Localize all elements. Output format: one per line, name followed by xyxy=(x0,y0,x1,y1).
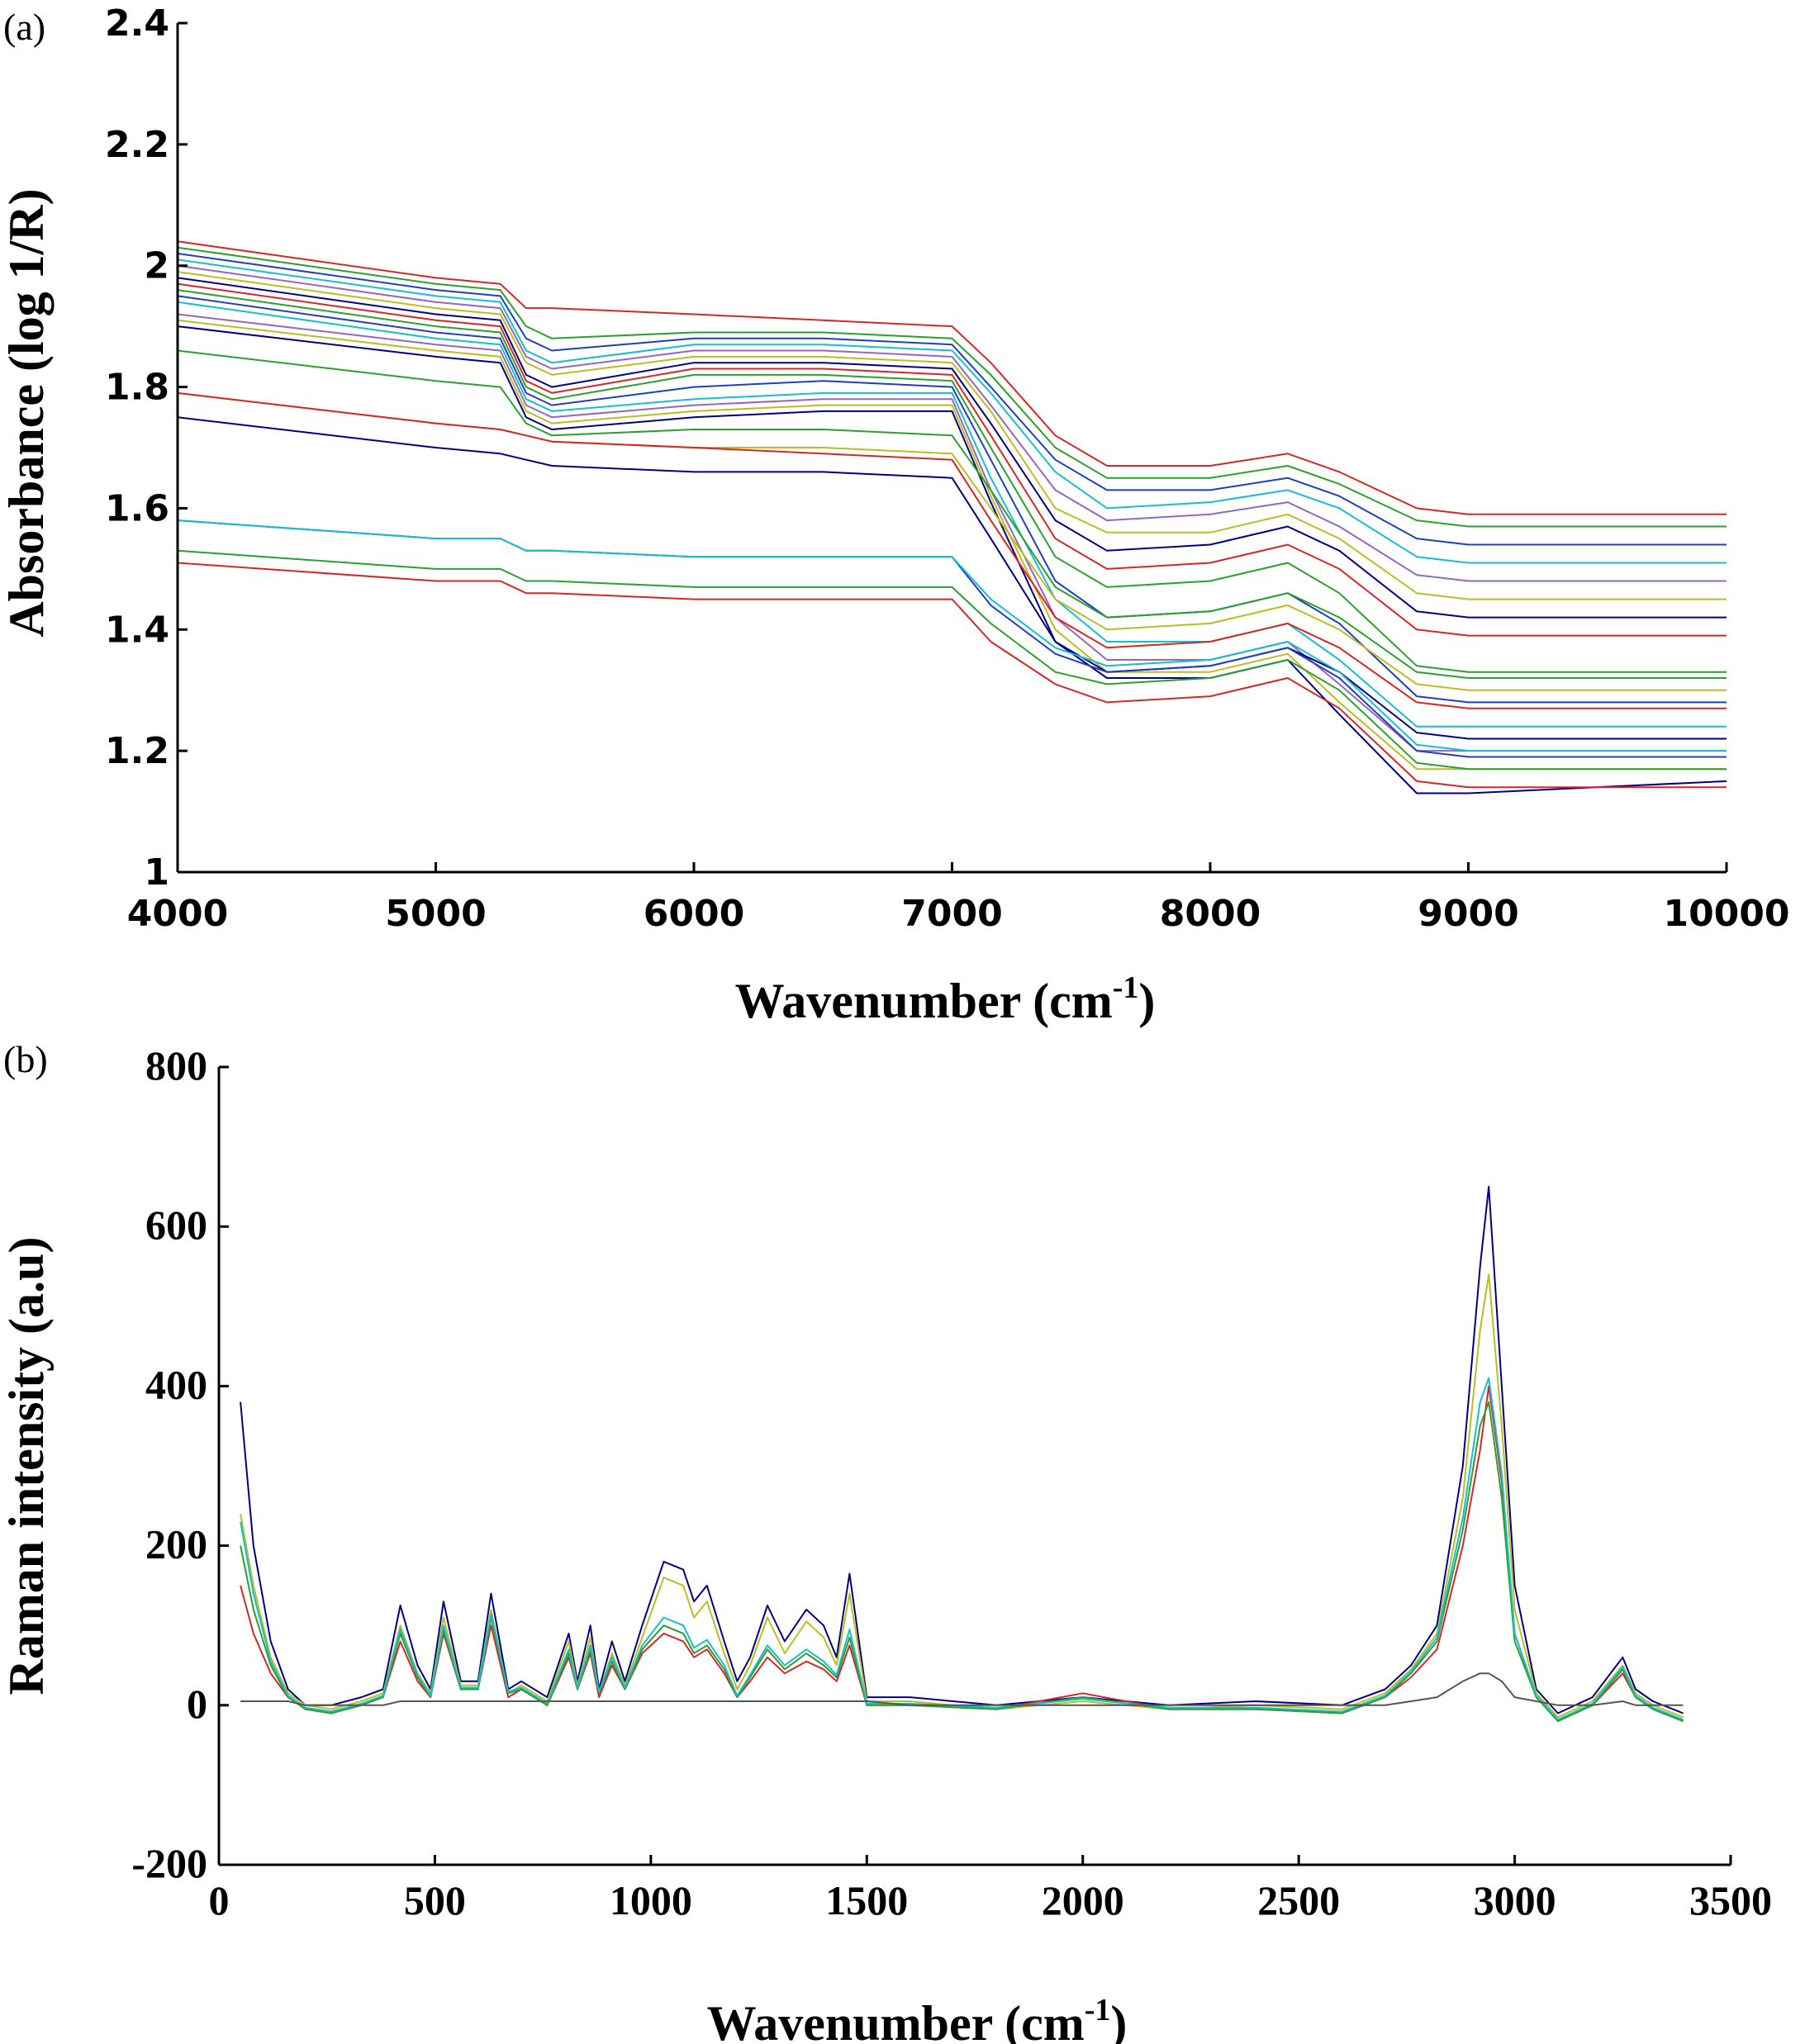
panel-a-label: (a) xyxy=(3,6,45,48)
panel-a-series-line-22 xyxy=(177,562,1727,789)
panel-a-series-line-17 xyxy=(177,391,1727,709)
panel-b-ticks: 0 500 1000 1500 2000 2500 3000 3500-20002004006… xyxy=(131,1042,1772,1923)
panel-b-x-axis-title: Wavenumber (cm-1) xyxy=(707,1993,1128,2044)
panel-b-series-line-1 xyxy=(240,1185,1684,1714)
panel-b-x-tick-label: 1500 xyxy=(825,1877,908,1923)
panel-b-y-tick-label: 600 xyxy=(145,1202,207,1248)
panel-a-series-line-13 xyxy=(177,319,1727,771)
panel-a-y-tick-label: 2.4 xyxy=(105,2,169,45)
panel-a-x-tick-label: 6000 xyxy=(644,893,744,935)
panel-a-y-axis-title: Absorbance (log 1/R) xyxy=(0,188,54,637)
panel-a-series-line-20 xyxy=(177,519,1727,752)
panel-a-series-line-4 xyxy=(177,258,1727,564)
panel-a-series-line-9 xyxy=(177,289,1727,673)
panel-a-x-tick-label: 4000 xyxy=(127,893,228,935)
panel-b-series-group xyxy=(240,1185,1684,1723)
panel-b-x-tick-label: 500 xyxy=(404,1877,466,1923)
panel-b-x-tick-label: 1000 xyxy=(610,1877,692,1923)
panel-a-series-line-21 xyxy=(177,549,1727,771)
panel-a-series-line-15 xyxy=(177,349,1727,679)
panel-a-y-tick-label: 1.8 xyxy=(105,367,169,409)
panel-b-y-tick-label: 400 xyxy=(145,1361,207,1407)
panel-b-y-tick-label: 0 xyxy=(187,1681,207,1727)
panel-a-x-tick-label: 9000 xyxy=(1418,893,1518,935)
panel-a-series-line-5 xyxy=(177,264,1727,582)
panel-a-y-tick-label: 1.2 xyxy=(105,730,169,772)
panel-a-y-tick-label: 1.4 xyxy=(105,609,169,651)
panel-b-x-tick-label: 2000 xyxy=(1042,1877,1124,1923)
panel-a-y-tick-label: 1 xyxy=(144,851,169,894)
panel-a-x-tick-label: 7000 xyxy=(901,893,1002,935)
panel-a-absorbance-chart: (a) 4000 5000 6000 7000 8000 9000 10000 1 1.2 1.4… xyxy=(0,2,1790,1028)
panel-b-label: (b) xyxy=(3,1038,48,1080)
panel-a-y-tick-label: 2 xyxy=(144,245,169,287)
panel-b-series-line-5 xyxy=(240,1377,1684,1721)
panel-b-y-tick-label: -200 xyxy=(131,1840,207,1886)
panel-a-series-line-19 xyxy=(177,519,1727,758)
panel-a-series-line-14 xyxy=(177,325,1727,794)
panel-a-x-tick-label: 10000 xyxy=(1663,893,1789,935)
panel-b-series-line-2 xyxy=(240,1273,1684,1719)
panel-b-x-tick-label: 3000 xyxy=(1474,1877,1556,1923)
panel-a-series-line-18 xyxy=(177,416,1727,740)
panel-b-y-tick-label: 800 xyxy=(145,1042,207,1088)
panel-a-series-line-3 xyxy=(177,253,1727,546)
panel-a-series-line-11 xyxy=(177,301,1727,728)
panel-a-ticks: 4000 5000 6000 7000 8000 9000 10000 1 1.2 1.4 1.6 1… xyxy=(105,2,1789,935)
panel-b-raman-chart: (b) 0 500 1000 1500 2000 2500 3000 3500-2000200… xyxy=(0,1038,1772,2044)
panel-a-series-line-16 xyxy=(177,391,1727,691)
panel-b-y-axis-title: Raman intensity (a.u) xyxy=(0,1236,54,1695)
panel-a-series-line-2 xyxy=(177,246,1727,528)
panel-b-series-line-4 xyxy=(240,1401,1684,1723)
panel-a-x-tick-label: 5000 xyxy=(385,893,486,935)
panel-b-x-tick-label: 2500 xyxy=(1257,1877,1340,1923)
panel-a-y-tick-label: 1.6 xyxy=(105,487,169,529)
panel-a-y-tick-label: 2.2 xyxy=(105,124,169,166)
panel-b-x-tick-label: 3500 xyxy=(1689,1877,1772,1923)
panel-a-series-line-12 xyxy=(177,313,1727,752)
panel-a-series-line-8 xyxy=(177,282,1727,637)
panel-a-series-group xyxy=(177,240,1727,794)
panel-a-series-line-6 xyxy=(177,271,1727,600)
panel-a-x-tick-label: 8000 xyxy=(1160,893,1261,935)
panel-a-x-axis-title: Wavenumber (cm-1) xyxy=(735,970,1156,1028)
panel-a-series-line-7 xyxy=(177,277,1727,619)
panel-b-x-tick-label: 0 xyxy=(209,1877,230,1923)
panel-b-y-tick-label: 200 xyxy=(145,1521,207,1567)
panel-a-series-line-1 xyxy=(177,240,1727,515)
panel-b-series-line-6 xyxy=(240,1672,1684,1706)
